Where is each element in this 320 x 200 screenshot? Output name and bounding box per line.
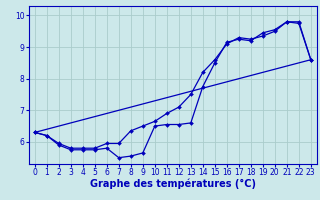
X-axis label: Graphe des températures (°C): Graphe des températures (°C) — [90, 179, 256, 189]
